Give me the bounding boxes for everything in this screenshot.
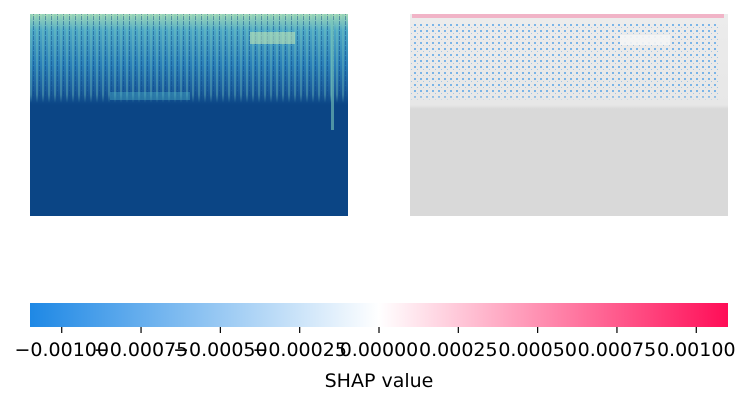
colorbar-tick-label: −0.00025: [252, 339, 347, 361]
left-heatmap-highlight: [250, 32, 295, 44]
colorbar-tick-label: −0.00050: [173, 339, 268, 361]
left-heatmap-panel: [30, 14, 348, 216]
colorbar-tick-label: 0.00050: [498, 339, 577, 361]
colorbar-tick-label: 0.00000: [340, 339, 419, 361]
right-shap-highlight: [620, 35, 670, 45]
right-shap-positive-edge: [412, 14, 724, 18]
left-heatmap-texture: [30, 14, 348, 216]
colorbar-gradient: [30, 303, 728, 327]
colorbar-tick-label: 0.00100: [657, 339, 736, 361]
colorbar-tick-label: −0.00075: [94, 339, 189, 361]
colorbar-tick-label: 0.00075: [578, 339, 657, 361]
right-shap-panel: [410, 14, 728, 216]
right-shap-negative-dots: [410, 22, 720, 100]
colorbar-tick-label: 0.00025: [419, 339, 498, 361]
left-heatmap-streak: [331, 20, 334, 130]
colorbar-tick-label: −0.00100: [14, 339, 109, 361]
left-heatmap-band: [110, 92, 190, 100]
colorbar-xlabel: SHAP value: [325, 370, 434, 392]
